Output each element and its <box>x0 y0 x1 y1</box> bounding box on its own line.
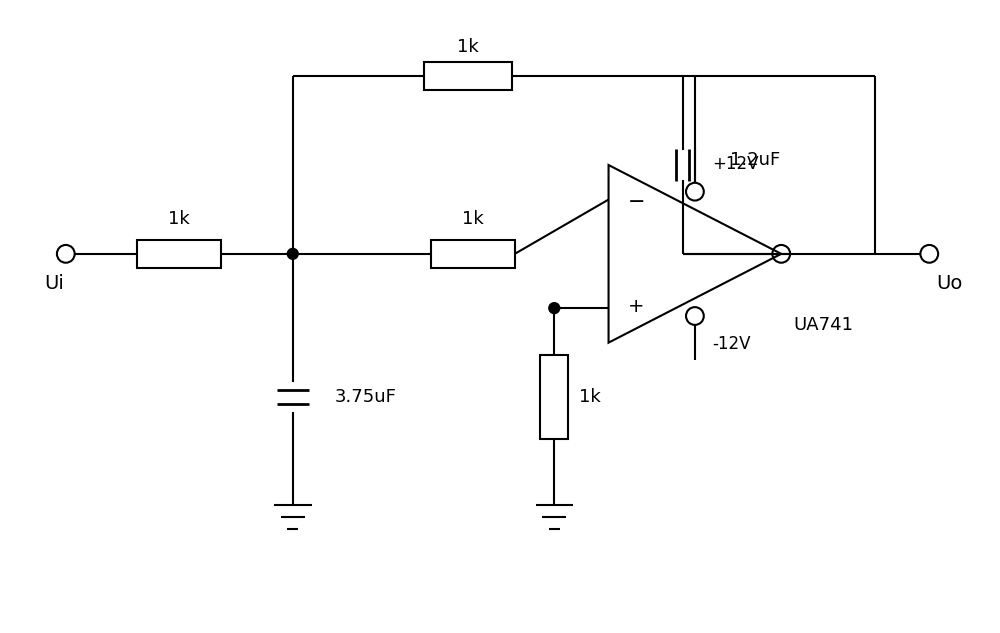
Bar <box>540 355 568 439</box>
Bar <box>137 240 221 268</box>
Text: +: + <box>628 297 644 316</box>
Text: 1k: 1k <box>579 388 601 406</box>
Text: Ui: Ui <box>44 274 64 293</box>
Bar <box>424 63 512 90</box>
Text: -12V: -12V <box>713 335 751 353</box>
Text: −: − <box>627 192 645 211</box>
Text: Uo: Uo <box>936 274 962 293</box>
Text: 1k: 1k <box>168 210 190 229</box>
Circle shape <box>549 303 560 313</box>
Text: 3.75uF: 3.75uF <box>334 388 396 406</box>
Text: +12V: +12V <box>713 155 759 173</box>
Bar <box>431 240 515 268</box>
Circle shape <box>287 248 298 260</box>
Text: 1k: 1k <box>457 37 479 56</box>
Text: 1.2uF: 1.2uF <box>730 151 780 169</box>
Text: 1k: 1k <box>462 210 484 229</box>
Text: UA741: UA741 <box>793 316 853 334</box>
